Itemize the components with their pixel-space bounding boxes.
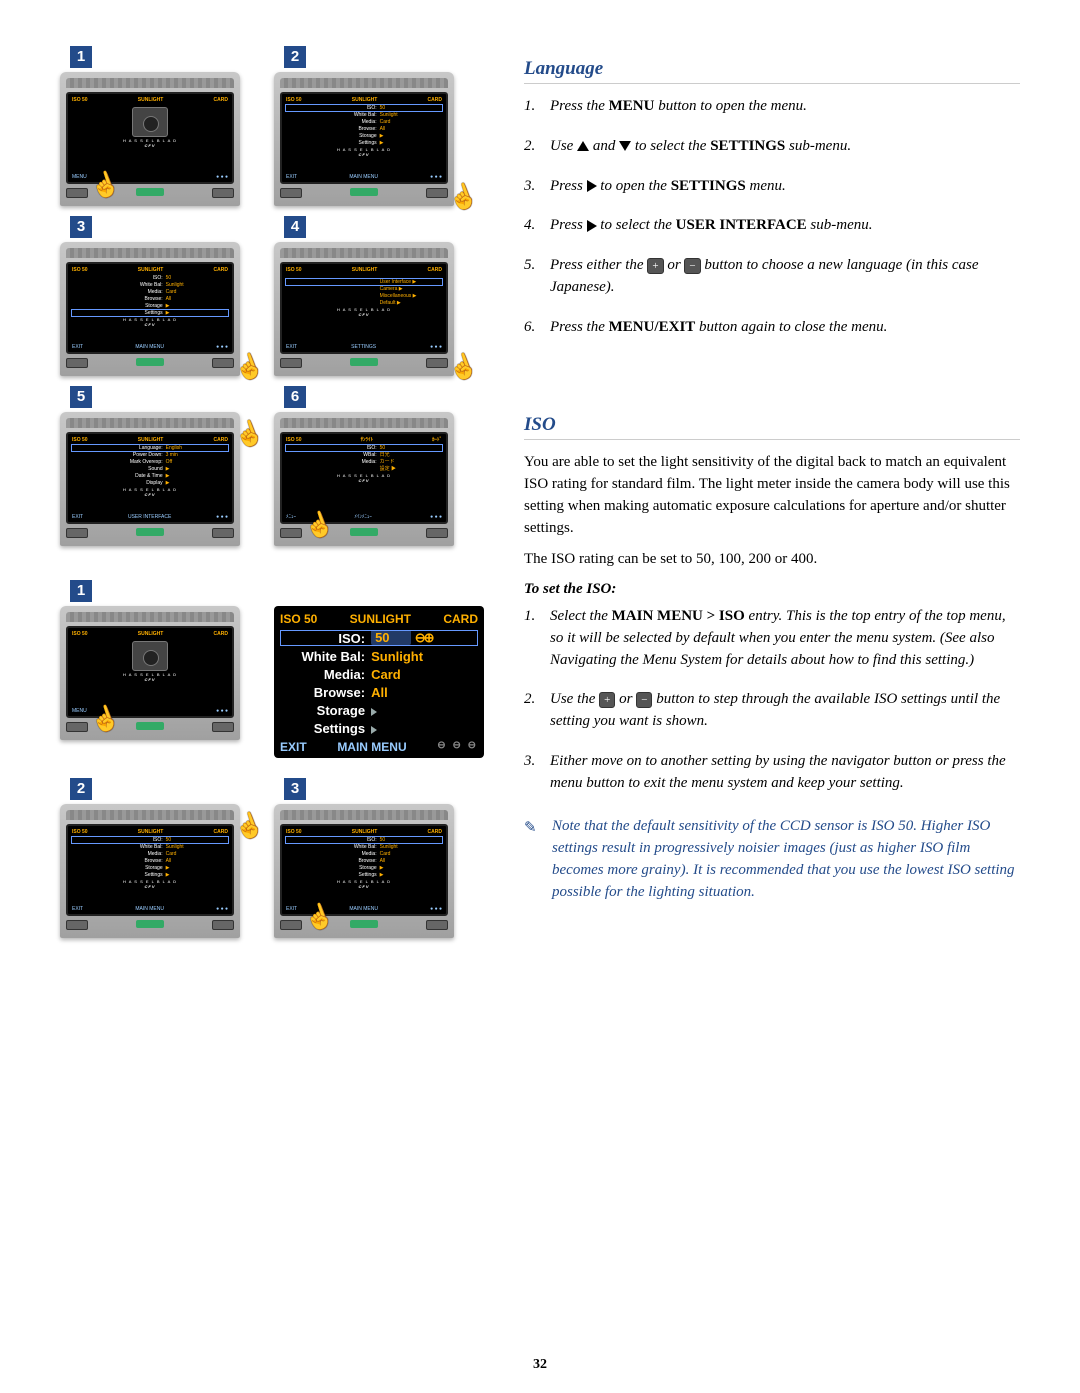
big-head-mid: SUNLIGHT <box>350 612 411 626</box>
device: ISO 50SUNLIGHTCARD Language:English Powe… <box>60 412 240 546</box>
iso-step-3: Either move on to another setting by usi… <box>524 751 1020 795</box>
device: ISO 50 SUNLIGHT CARD MENU ● ● ● H A S S … <box>60 72 240 206</box>
thumb-6: 6 ISO 50ｻﾝﾗｲﾄｶｰﾄﾞ ISO:50 WBal:日光 Media:カ… <box>274 390 474 546</box>
thumb-badge: 6 <box>284 386 306 408</box>
device: ISO 50SUNLIGHTCARD ISO:50 White Bal:Sunl… <box>60 804 240 938</box>
device: ISO 50SUNLIGHTCARD ISO:50 White Bal:Sunl… <box>60 242 240 376</box>
thumb-badge: 5 <box>70 386 92 408</box>
device: ISO 50SUNLIGHTCARD ISO:50 White Bal:Sunl… <box>274 72 454 206</box>
big-foot-right: ⊖ ⊖ ⊖ <box>437 740 478 754</box>
thumb-badge: 4 <box>284 216 306 238</box>
plus-minus-icon: ⊖⊕ <box>415 630 433 645</box>
triangle-right-icon <box>587 220 597 232</box>
thumb-badge: 3 <box>284 778 306 800</box>
triangle-right-icon <box>587 180 597 192</box>
pencil-icon: ✎ <box>524 818 537 840</box>
triangle-up-icon <box>577 141 589 151</box>
plus-button-icon: + <box>599 692 615 708</box>
step-4: Press to select the USER INTERFACE sub-m… <box>524 215 1020 237</box>
thumb-badge: 2 <box>284 46 306 68</box>
left-column: 1 ISO 50 SUNLIGHT CARD MENU <box>60 50 484 938</box>
thumb-5: 5 ISO 50SUNLIGHTCARD Language:English Po… <box>60 390 260 546</box>
device-screen: ISO 50 SUNLIGHT CARD MENU ● ● ● H A S S … <box>66 92 234 184</box>
device: ISO 50SUNLIGHTCARD User Interface ▶ Came… <box>274 242 454 376</box>
chevron-right-icon <box>371 726 377 734</box>
iso-sub-heading: To set the ISO: <box>524 581 1020 598</box>
iso-line2: The ISO rating can be set to 50, 100, 20… <box>524 549 1020 571</box>
big-foot-left: EXIT <box>280 740 307 754</box>
iso-thumb-3: 3 ISO 50SUNLIGHTCARD ISO:50 White Bal:Su… <box>274 782 474 938</box>
iso-step-2: Use the + or − button to step through th… <box>524 689 1020 733</box>
iso-steps: Select the MAIN MENU > ISO entry. This i… <box>524 606 1020 794</box>
language-heading: Language <box>524 58 1020 84</box>
device: ISO 50SUNLIGHTCARD MENU● ● ● H A S S E L… <box>60 606 240 740</box>
iso-step-1: Select the MAIN MENU > ISO entry. This i… <box>524 606 1020 671</box>
language-thumb-grid: 1 ISO 50 SUNLIGHT CARD MENU <box>60 50 484 546</box>
iso-top-row: 1 ISO 50SUNLIGHTCARD MENU● ● ● H A S S E… <box>60 584 484 758</box>
device: ISO 50ｻﾝﾗｲﾄｶｰﾄﾞ ISO:50 WBal:日光 Media:カード… <box>274 412 454 546</box>
big-foot-mid: MAIN MENU <box>337 740 406 754</box>
thumb-badge: 1 <box>70 46 92 68</box>
thumb-badge: 3 <box>70 216 92 238</box>
thumb-4: 4 ISO 50SUNLIGHTCARD User Interface ▶ Ca… <box>274 220 474 376</box>
right-column: Language Press the MENU button to open t… <box>524 50 1020 938</box>
thumb-badge: 1 <box>70 580 92 602</box>
device: ISO 50SUNLIGHTCARD ISO:50 White Bal:Sunl… <box>274 804 454 938</box>
camera-icon <box>132 107 168 137</box>
minus-button-icon: − <box>636 692 652 708</box>
iso-intro: You are able to set the light sensitivit… <box>524 452 1020 539</box>
big-head-right: CARD <box>443 612 478 626</box>
iso-heading: ISO <box>524 414 1020 440</box>
plus-button-icon: + <box>647 258 663 274</box>
thumb-2: 2 ISO 50SUNLIGHTCARD ISO:50 White Bal:Su… <box>274 50 474 206</box>
iso-thumb-1: 1 ISO 50SUNLIGHTCARD MENU● ● ● H A S S E… <box>60 584 260 740</box>
page-number: 32 <box>0 1357 1080 1373</box>
thumb-badge: 2 <box>70 778 92 800</box>
big-screen-iso: ISO 50 SUNLIGHT CARD ISO: 50 ⊖⊕ White Ba… <box>274 606 484 758</box>
big-row-iso: ISO: 50 ⊖⊕ <box>280 630 478 646</box>
language-steps: Press the MENU button to open the menu. … <box>524 96 1020 338</box>
iso-note: ✎ Note that the default sensitivity of t… <box>524 816 1020 903</box>
big-head-left: ISO 50 <box>280 612 317 626</box>
thumb-1: 1 ISO 50 SUNLIGHT CARD MENU <box>60 50 260 206</box>
step-3: Press to open the SETTINGS menu. <box>524 176 1020 198</box>
step-1: Press the MENU button to open the menu. <box>524 96 1020 118</box>
triangle-down-icon <box>619 141 631 151</box>
chevron-right-icon <box>371 708 377 716</box>
minus-button-icon: − <box>684 258 700 274</box>
thumb-3: 3 ISO 50SUNLIGHTCARD ISO:50 White Bal:Su… <box>60 220 260 376</box>
camera-icon <box>132 641 168 671</box>
step-5: Press either the + or − button to choose… <box>524 255 1020 299</box>
step-2: Use and to select the SETTINGS sub-menu. <box>524 136 1020 158</box>
step-6: Press the MENU/EXIT button again to clos… <box>524 317 1020 339</box>
iso-lower-grid: 2 ISO 50SUNLIGHTCARD ISO:50 White Bal:Su… <box>60 782 484 938</box>
iso-thumb-2: 2 ISO 50SUNLIGHTCARD ISO:50 White Bal:Su… <box>60 782 260 938</box>
